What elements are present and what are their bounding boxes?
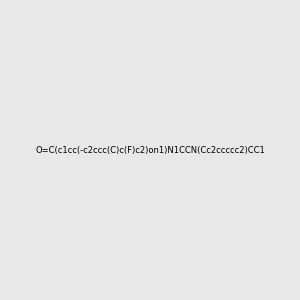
Text: O=C(c1cc(-c2ccc(C)c(F)c2)on1)N1CCN(Cc2ccccc2)CC1: O=C(c1cc(-c2ccc(C)c(F)c2)on1)N1CCN(Cc2cc…	[35, 146, 265, 154]
